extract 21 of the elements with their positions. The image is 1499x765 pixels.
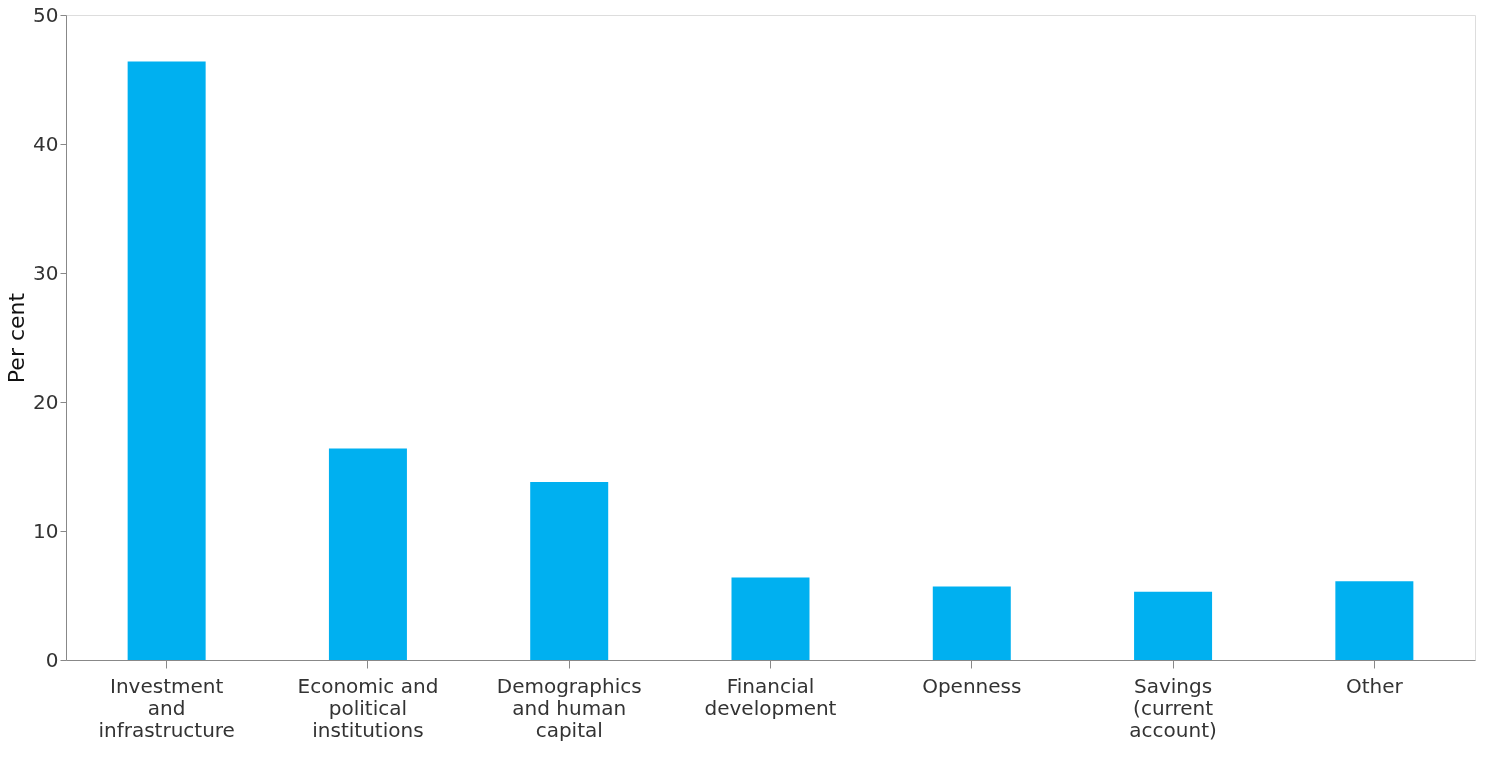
bar	[127, 61, 206, 660]
x-tick-label: Demographics and human capital	[496, 673, 642, 742]
bar	[932, 586, 1011, 660]
bar	[731, 577, 810, 660]
bar	[530, 481, 609, 660]
y-tick-label: 0	[45, 647, 59, 672]
y-tick-label: 30	[33, 260, 59, 285]
x-tick-label: Economic and political institutions	[297, 673, 439, 742]
x-tick-label: Other	[1345, 673, 1404, 698]
x-tick-label: Financial development	[704, 673, 837, 720]
y-tick-label: 40	[33, 131, 59, 156]
y-tick-label: 20	[33, 389, 59, 414]
y-tick-label: 10	[33, 518, 59, 543]
x-tick-label: Openness	[922, 673, 1022, 698]
x-tick-label: Savings (current account)	[1129, 673, 1217, 742]
y-axis-title: Per cent	[4, 292, 30, 384]
x-tick-label: Investment and infrastructure	[98, 673, 235, 742]
bar	[1335, 581, 1414, 660]
y-tick-label: 50	[33, 2, 59, 27]
bar	[328, 448, 407, 660]
bar	[1134, 591, 1213, 660]
